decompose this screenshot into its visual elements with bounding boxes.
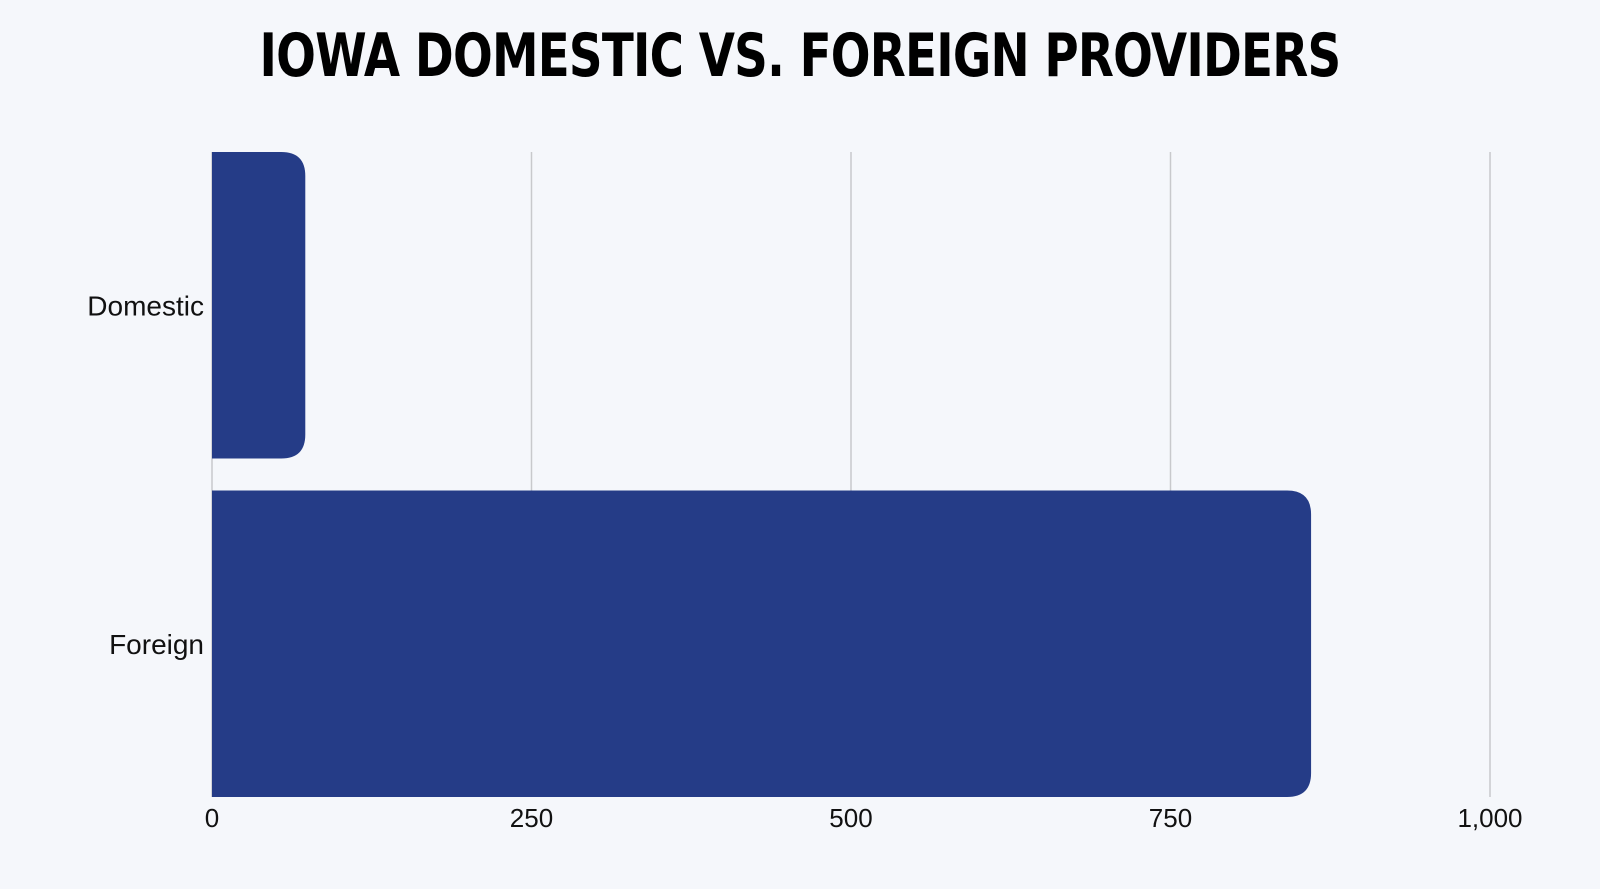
category-label: Foreign xyxy=(109,629,204,660)
bar-foreign xyxy=(212,490,1312,797)
x-tick-label: 500 xyxy=(829,803,872,833)
chart-title: IOWA DOMESTIC VS. FOREIGN PROVIDERS xyxy=(259,21,1342,91)
axes: Domestic Foreign 0 250 500 750 1,000 xyxy=(87,290,1522,833)
x-tick-label: 750 xyxy=(1149,803,1192,833)
category-label: Domestic xyxy=(87,290,204,321)
x-tick-label: 250 xyxy=(510,803,553,833)
x-tick-label: 1,000 xyxy=(1457,803,1522,833)
bar-domestic xyxy=(212,152,306,459)
x-tick-label: 0 xyxy=(205,803,219,833)
bars xyxy=(212,152,1312,797)
